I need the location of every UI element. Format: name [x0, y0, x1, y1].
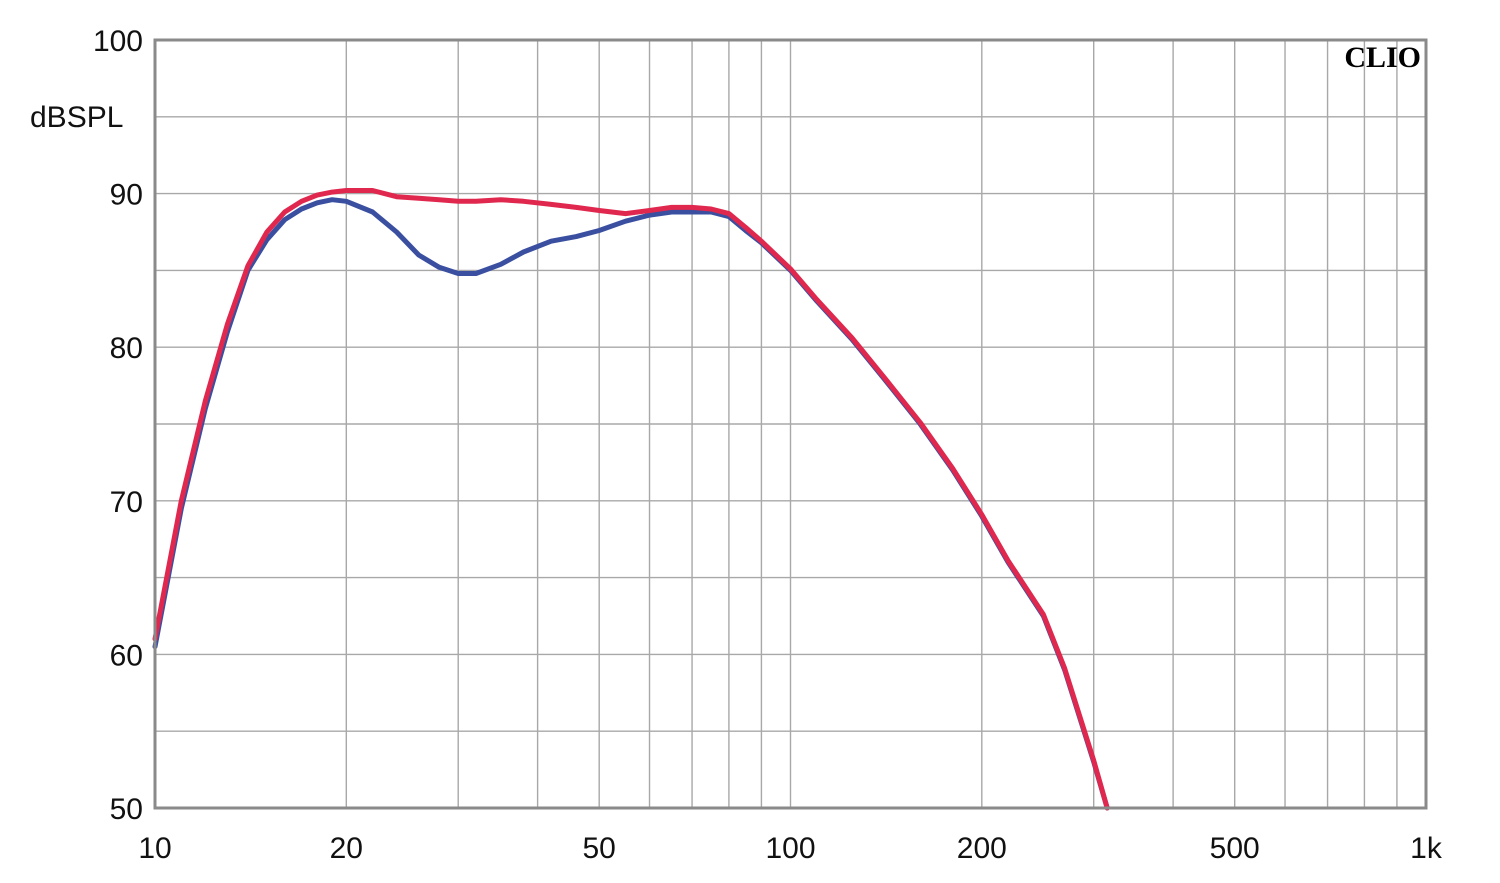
y-tick-labels: 50 60 70 80 90 100: [93, 25, 143, 826]
y-tick-label: 100: [93, 25, 143, 58]
x-tick-labels: 10 20 50 100 200 500 1k: [138, 832, 1443, 865]
clio-brand-label: CLIO: [1344, 41, 1421, 74]
grid: [155, 40, 1426, 808]
x-tick-label: 20: [330, 832, 363, 865]
y-tick-label: 60: [110, 639, 143, 672]
x-tick-label: 500: [1210, 832, 1260, 865]
y-tick-label: 50: [110, 793, 143, 826]
x-tick-label: 200: [957, 832, 1007, 865]
plot-frame: [153, 38, 1428, 810]
x-tick-label: 100: [765, 832, 815, 865]
series-layer: [152, 188, 1110, 811]
x-tick-label: 50: [583, 832, 616, 865]
y-axis-unit-label: dBSPL: [30, 101, 123, 134]
y-tick-label: 90: [110, 179, 143, 212]
series-line-2: [152, 188, 1110, 811]
y-tick-label: 70: [110, 486, 143, 519]
y-tick-label: 80: [110, 332, 143, 365]
x-tick-label: 10: [138, 832, 171, 865]
x-tick-label: 1k: [1410, 832, 1443, 865]
